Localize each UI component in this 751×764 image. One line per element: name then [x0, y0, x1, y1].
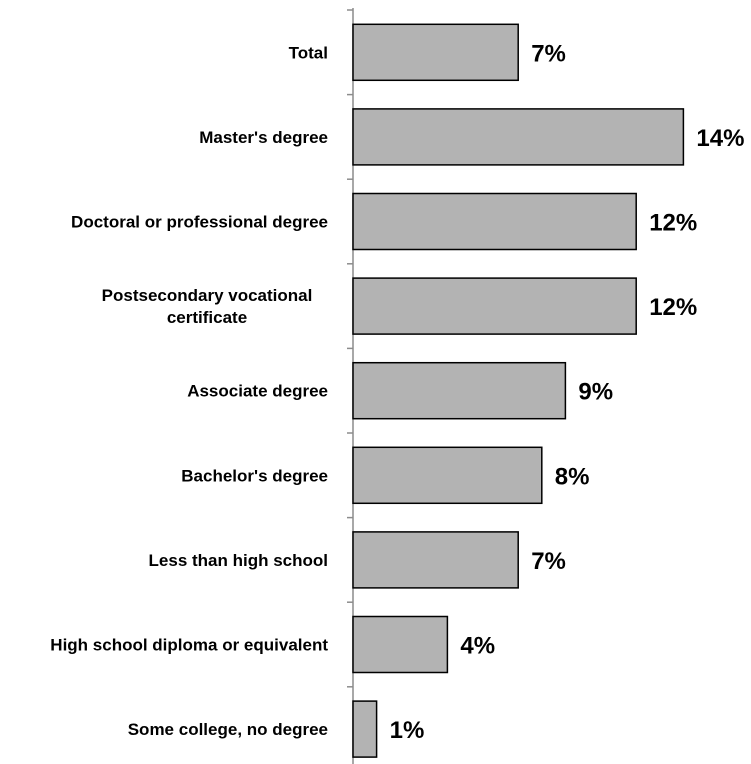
category-label: Some college, no degree	[128, 720, 328, 739]
data-label: 14%	[696, 125, 744, 152]
category-label: Master's degree	[199, 128, 328, 147]
bar	[352, 446, 543, 505]
axis-layer	[347, 8, 354, 764]
bars-layer	[352, 23, 685, 758]
labels-layer: 7% Total 14% Master's degree 12% Doctoral or …	[50, 40, 744, 744]
category-label: High school diploma or equivalent	[50, 636, 328, 655]
category-label: Doctoral or professional degree	[71, 213, 328, 232]
bar	[352, 23, 519, 82]
data-label: 8%	[555, 463, 590, 490]
category-label: Bachelor's degree	[181, 466, 328, 485]
bar	[352, 615, 449, 674]
bar	[352, 277, 637, 335]
bar	[352, 192, 637, 251]
category-label: Postsecondary vocational certificate	[102, 286, 313, 327]
bar	[352, 531, 519, 589]
bar	[352, 361, 567, 420]
category-label: Total	[289, 43, 328, 62]
data-label: 4%	[460, 633, 495, 660]
bar	[352, 700, 378, 758]
data-label: 9%	[578, 379, 613, 406]
data-label: 12%	[649, 210, 697, 237]
data-label: 12%	[649, 294, 697, 321]
data-label: 7%	[531, 548, 566, 575]
data-label: 1%	[390, 717, 425, 744]
data-label: 7%	[531, 40, 566, 67]
category-label: Less than high school	[149, 551, 328, 570]
bar	[352, 108, 685, 166]
category-label: Associate degree	[187, 382, 328, 401]
